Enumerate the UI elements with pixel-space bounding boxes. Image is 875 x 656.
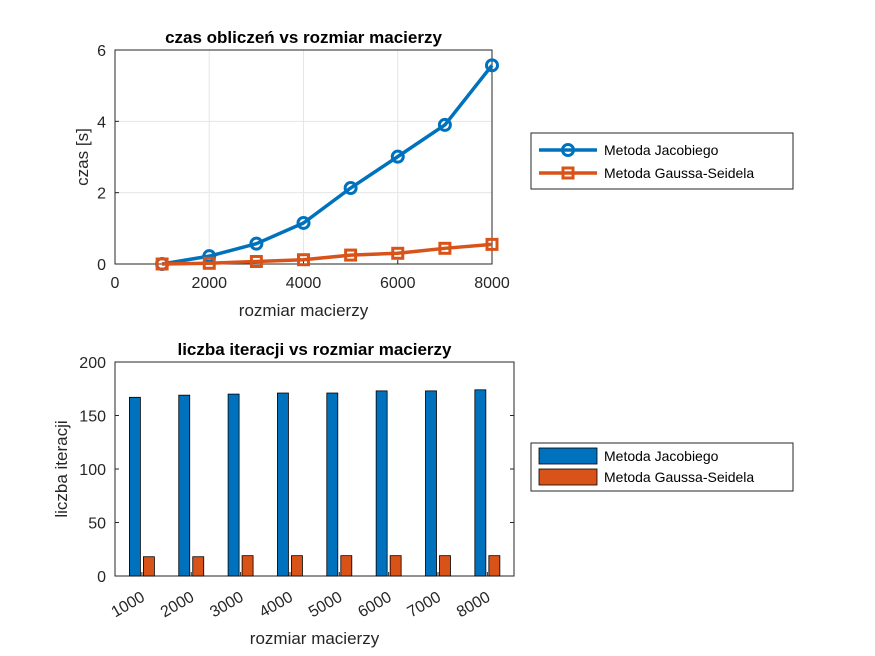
tick-labels: 0 50 100 150 200 1000 2000 3000 4000 5000 6000 7000…: [79, 355, 514, 621]
data-point: [202, 256, 216, 270]
bars-group: [128, 389, 501, 577]
bar-1: [474, 389, 487, 577]
x-tick-label: 6000: [355, 589, 394, 622]
bar-2: [142, 556, 155, 577]
bar-1: [375, 390, 388, 577]
bar-1: [227, 393, 240, 577]
data-point: [437, 117, 452, 132]
data-point: [249, 236, 264, 251]
legend-marker: [561, 166, 575, 180]
y-tick-label: 0: [97, 569, 106, 586]
y-axis-label: czas [s]: [73, 128, 92, 186]
tick-labels: 0 2000 4000 6000 8000 0 2 4 6: [97, 43, 510, 292]
data-point: [485, 237, 499, 251]
data-point: [297, 253, 310, 267]
bar-2: [439, 555, 451, 577]
bar-chart-iterations: 0 50 100 150 200 1000 2000 3000 4000 5000 6000 7000…: [52, 340, 794, 648]
x-tick-label: 4000: [257, 589, 296, 622]
series-line-2: [162, 242, 493, 266]
x-tick-label: 8000: [454, 589, 493, 622]
legend-swatch: [538, 447, 598, 465]
x-tick-label: 8000: [474, 275, 510, 292]
y-tick-label: 6: [97, 43, 106, 60]
legend-label: Metoda Jacobiego: [604, 142, 719, 158]
chart-title: czas obliczeń vs rozmiar macierzy: [165, 28, 442, 47]
legend-marker: [561, 143, 575, 157]
bar-2: [241, 555, 254, 577]
x-tick-label: 4000: [286, 275, 322, 292]
bar-2: [488, 555, 501, 577]
bar-2: [291, 555, 303, 577]
x-tick-label: 2000: [158, 589, 197, 622]
x-tick-label: 3000: [207, 589, 246, 622]
x-tick-label: 0: [111, 275, 120, 292]
y-tick-label: 150: [79, 409, 106, 426]
x-tick-label: 2000: [191, 275, 227, 292]
data-point: [296, 215, 311, 230]
data-point: [438, 241, 452, 255]
x-tick-label: 1000: [109, 589, 148, 622]
x-tick-label: 7000: [405, 589, 444, 622]
legend: Metoda Jacobiego Metoda Gaussa-Seidela: [530, 132, 794, 190]
y-tick-label: 2: [97, 186, 106, 203]
bar-2: [192, 556, 205, 577]
chart-title: liczba iteracji vs rozmiar macierzy: [177, 340, 452, 359]
data-point: [344, 248, 358, 262]
y-axis-label: liczba iteracji: [52, 420, 71, 517]
y-tick-label: 50: [88, 516, 106, 533]
series-line-1: [161, 64, 494, 266]
legend-label: Metoda Jacobiego: [604, 448, 719, 464]
bar-1: [277, 392, 289, 577]
data-point: [343, 181, 358, 196]
bar-2: [389, 555, 402, 577]
bar-2: [340, 555, 353, 577]
data-point: [390, 149, 405, 164]
legend: Metoda Jacobiego Metoda Gaussa-Seidela: [530, 442, 794, 492]
y-tick-label: 4: [97, 114, 106, 131]
legend-box: [530, 132, 794, 190]
line-chart-time: 0 2000 4000 6000 8000 0 2 4 6 czas obliczeń vs r…: [73, 28, 794, 320]
bar-1: [128, 396, 141, 577]
x-tick-label: 6000: [380, 275, 416, 292]
legend-swatch: [538, 468, 598, 486]
bar-1: [326, 392, 339, 577]
y-tick-label: 200: [79, 355, 106, 372]
series-group: [155, 58, 499, 271]
grid: [114, 49, 493, 265]
y-tick-label: 100: [79, 462, 106, 479]
data-point: [485, 58, 499, 73]
legend-label: Metoda Gaussa-Seidela: [604, 469, 754, 485]
plot-area: [114, 361, 515, 577]
bar-1: [425, 390, 437, 577]
x-tick-label: 5000: [306, 589, 345, 622]
data-point: [249, 255, 263, 269]
data-point: [155, 257, 169, 271]
y-tick-label: 0: [97, 257, 106, 274]
x-axis-label: rozmiar macierzy: [250, 629, 380, 648]
bar-1: [178, 394, 191, 577]
x-axis-label: rozmiar macierzy: [239, 301, 369, 320]
legend-label: Metoda Gaussa-Seidela: [604, 165, 754, 181]
data-point: [391, 246, 405, 260]
